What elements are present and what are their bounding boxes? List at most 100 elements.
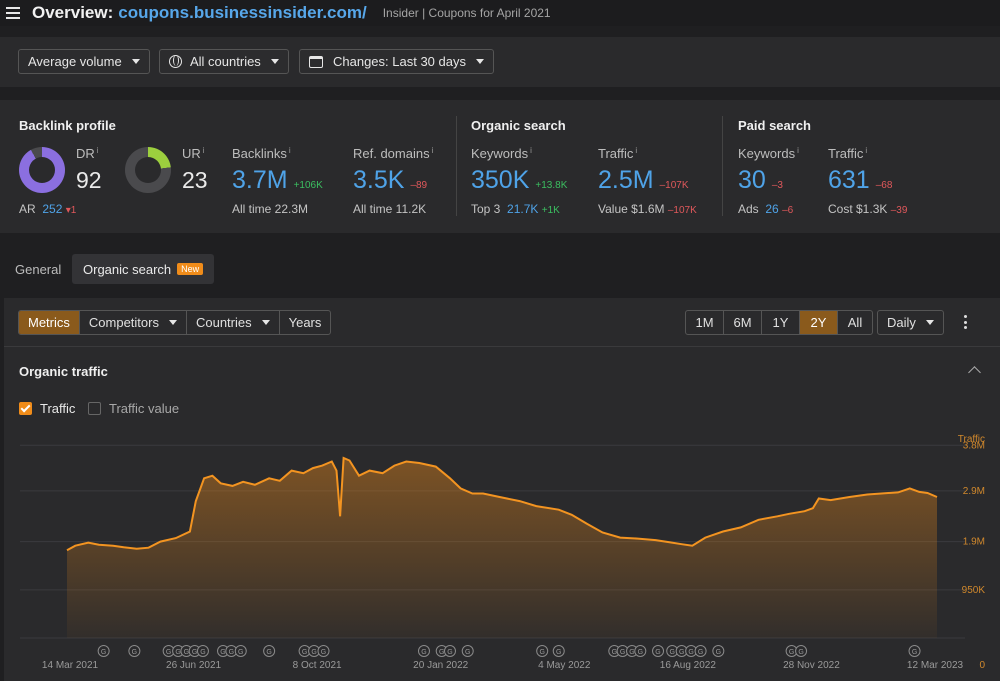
refdomains-value[interactable]: 3.5K –89 bbox=[353, 166, 428, 194]
ar-value[interactable]: 252 bbox=[42, 202, 63, 216]
top-bar: Overview: coupons.businessinsider.com/ I… bbox=[0, 0, 1000, 26]
volume-dropdown-label: Average volume bbox=[28, 54, 122, 69]
range-6m-button[interactable]: 6M bbox=[724, 311, 762, 334]
chevron-down-icon bbox=[475, 59, 484, 64]
changes-dropdown[interactable]: Changes: Last 30 days bbox=[299, 49, 494, 74]
x-tick-label: 28 Nov 2022 bbox=[783, 660, 840, 671]
google-update-marker-icon[interactable]: G bbox=[634, 645, 647, 657]
google-update-marker-icon[interactable]: G bbox=[536, 645, 549, 657]
traffic-series-line bbox=[66, 456, 938, 552]
paid-keywords-value[interactable]: 30 –3 bbox=[738, 166, 783, 194]
range-2y-button[interactable]: 2Y bbox=[800, 311, 838, 334]
range-selector: 1M 6M 1Y 2Y All bbox=[685, 310, 873, 335]
svg-text:G: G bbox=[655, 649, 660, 656]
section-divider bbox=[722, 116, 723, 216]
traffic-checkbox[interactable]: Traffic bbox=[19, 401, 75, 416]
top3-row: Top 3 21.7K +1K bbox=[471, 202, 560, 216]
range-1m-button[interactable]: 1M bbox=[686, 311, 724, 334]
x-tick-label: 14 Mar 2021 bbox=[42, 660, 99, 671]
ads-value[interactable]: 26 bbox=[765, 202, 779, 216]
domain-link[interactable]: coupons.businessinsider.com/ bbox=[118, 3, 367, 22]
years-button[interactable]: Years bbox=[288, 315, 322, 330]
report-tabs: General Organic search New bbox=[0, 254, 1000, 284]
google-update-marker-icon[interactable]: G bbox=[795, 645, 808, 657]
x-tick-label: 26 Jun 2021 bbox=[166, 660, 221, 671]
y-tick-label: 950K bbox=[962, 585, 986, 596]
volume-dropdown[interactable]: Average volume bbox=[18, 49, 150, 74]
range-all-button[interactable]: All bbox=[847, 315, 863, 330]
organic-keywords-label: Keywords i bbox=[471, 146, 532, 161]
changes-dropdown-label: Changes: Last 30 days bbox=[333, 54, 466, 69]
google-update-marker-icon[interactable]: G bbox=[461, 645, 474, 657]
google-update-marker-icon[interactable]: G bbox=[317, 645, 330, 657]
top3-change: +1K bbox=[541, 205, 560, 216]
google-update-marker-icon[interactable]: G bbox=[128, 645, 141, 657]
top3-value[interactable]: 21.7K bbox=[507, 202, 539, 216]
google-update-marker-icon[interactable]: G bbox=[652, 645, 665, 657]
traffic-value-change: –107K bbox=[667, 205, 697, 216]
svg-text:G: G bbox=[447, 649, 452, 656]
svg-text:G: G bbox=[688, 649, 693, 656]
chart-countries-dropdown[interactable]: Countries bbox=[187, 311, 280, 334]
google-update-marker-icon[interactable]: G bbox=[908, 645, 921, 657]
ar-row: AR 252 ▾1 bbox=[19, 202, 77, 216]
y-axis-title: Traffic bbox=[958, 434, 985, 445]
svg-text:G: G bbox=[238, 649, 243, 656]
svg-text:G: G bbox=[302, 649, 307, 656]
svg-text:G: G bbox=[321, 649, 326, 656]
google-update-marker-icon[interactable]: G bbox=[172, 645, 185, 657]
organic-traffic-value[interactable]: 2.5M –107K bbox=[598, 166, 689, 194]
organic-keywords-value[interactable]: 350K +13.8K bbox=[471, 166, 568, 194]
google-update-marker-icon[interactable]: G bbox=[785, 645, 798, 657]
svg-text:G: G bbox=[539, 649, 544, 656]
traffic-value-checkbox[interactable]: Traffic value bbox=[88, 401, 179, 416]
chevron-down-icon bbox=[261, 320, 270, 325]
google-update-marker-icon[interactable]: G bbox=[234, 645, 247, 657]
paid-traffic-value[interactable]: 631 –68 bbox=[828, 166, 893, 194]
tab-general[interactable]: General bbox=[15, 261, 62, 277]
chevron-down-icon bbox=[270, 59, 279, 64]
google-update-marker-icon[interactable]: G bbox=[97, 645, 110, 657]
ar-change: ▾1 bbox=[65, 205, 77, 216]
svg-text:G: G bbox=[620, 649, 625, 656]
google-update-marker-icon[interactable]: G bbox=[196, 645, 209, 657]
google-update-marker-icon[interactable]: G bbox=[694, 645, 707, 657]
backlinks-label: Backlinks i bbox=[232, 146, 291, 161]
svg-text:G: G bbox=[229, 649, 234, 656]
more-options-icon[interactable] bbox=[964, 315, 968, 329]
google-update-marker-icon[interactable]: G bbox=[435, 645, 448, 657]
backlinks-value[interactable]: 3.7M +106K bbox=[232, 166, 323, 194]
svg-text:G: G bbox=[311, 649, 316, 656]
google-update-marker-icon[interactable]: G bbox=[712, 645, 725, 657]
hamburger-menu-icon[interactable] bbox=[6, 7, 20, 19]
paid-traffic-change: –68 bbox=[875, 180, 893, 191]
svg-text:G: G bbox=[175, 649, 180, 656]
google-update-marker-icon[interactable]: G bbox=[263, 645, 276, 657]
tab-organic-search[interactable]: Organic search New bbox=[72, 254, 215, 284]
organic-traffic-title: Organic traffic bbox=[19, 364, 108, 379]
refdomains-change: –89 bbox=[410, 180, 428, 191]
google-update-marker-icon[interactable]: G bbox=[608, 645, 621, 657]
countries-dropdown[interactable]: All countries bbox=[159, 49, 289, 74]
paid-keywords-label: Keywords i bbox=[738, 146, 799, 161]
google-update-marker-icon[interactable]: G bbox=[443, 645, 456, 657]
svg-text:G: G bbox=[439, 649, 444, 656]
svg-text:G: G bbox=[132, 649, 137, 656]
svg-text:G: G bbox=[266, 649, 271, 656]
range-1y-button[interactable]: 1Y bbox=[762, 311, 800, 334]
paid-keywords-change: –3 bbox=[771, 180, 783, 191]
cost-change: –39 bbox=[890, 205, 908, 216]
google-update-marker-icon[interactable]: G bbox=[552, 645, 565, 657]
svg-text:G: G bbox=[669, 649, 674, 656]
countries-dropdown-label: All countries bbox=[190, 54, 261, 69]
svg-text:G: G bbox=[465, 649, 470, 656]
page-title: Overview: bbox=[32, 3, 114, 22]
google-update-marker-icon[interactable]: G bbox=[417, 645, 430, 657]
metrics-button[interactable]: Metrics bbox=[19, 311, 80, 334]
interval-dropdown[interactable]: Daily bbox=[877, 310, 944, 335]
svg-text:G: G bbox=[421, 649, 426, 656]
svg-text:G: G bbox=[192, 649, 197, 656]
svg-text:G: G bbox=[798, 649, 803, 656]
competitors-dropdown[interactable]: Competitors bbox=[80, 311, 187, 334]
svg-text:G: G bbox=[200, 649, 205, 656]
